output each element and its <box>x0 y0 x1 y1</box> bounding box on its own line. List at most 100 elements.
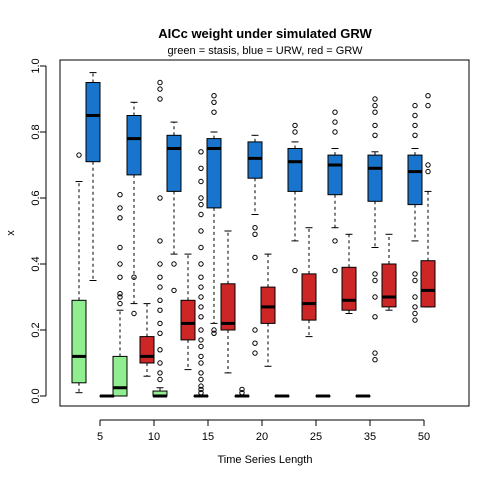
x-tick-label: 35 <box>364 431 376 443</box>
outlier-point <box>198 294 204 300</box>
outlier-point <box>198 376 204 383</box>
box-body <box>381 263 397 308</box>
outlier-point <box>171 261 177 267</box>
urw-box <box>166 121 182 294</box>
outlier-point <box>76 152 82 158</box>
x-tick-label: 25 <box>310 431 322 443</box>
outlier-point <box>117 274 123 280</box>
outlier-point <box>412 294 418 300</box>
plot-frame <box>59 59 470 407</box>
outlier-point <box>157 284 163 290</box>
urw-box <box>287 122 303 274</box>
urw-box <box>126 101 142 317</box>
outlier-point <box>157 307 163 313</box>
outlier-point <box>252 225 258 231</box>
outlier-point <box>157 86 163 92</box>
box-body <box>407 154 423 206</box>
outlier-point <box>372 271 378 277</box>
outlier-point <box>117 294 123 300</box>
outlier-point <box>239 386 245 393</box>
outlier-point <box>157 261 163 267</box>
outlier-point <box>117 244 123 251</box>
outlier-point <box>211 99 217 106</box>
box-body <box>327 154 343 196</box>
box-body <box>126 115 142 176</box>
outlier-point <box>198 353 204 360</box>
box-body <box>247 141 263 179</box>
outlier-point <box>157 96 163 102</box>
outlier-point <box>372 314 378 320</box>
outlier-point <box>425 93 431 99</box>
outlier-point <box>412 317 418 323</box>
grw-box <box>301 227 317 338</box>
outlier-point <box>412 271 418 277</box>
outlier-point <box>372 350 378 356</box>
outlier-point <box>425 168 431 175</box>
stasis-box <box>315 394 331 398</box>
outlier-point <box>372 102 378 109</box>
outlier-point <box>198 228 204 234</box>
outlier-point <box>198 360 204 366</box>
outlier-point <box>157 195 163 201</box>
outlier-point <box>252 254 258 261</box>
outlier-point <box>372 122 378 129</box>
x-tick-label: 15 <box>202 431 214 443</box>
outlier-point <box>372 132 378 139</box>
box-body <box>139 336 155 364</box>
outlier-point <box>157 274 163 280</box>
y-tick-label: 0.8 <box>30 124 42 139</box>
outlier-point <box>198 284 204 290</box>
outlier-point <box>252 327 258 333</box>
urw-box <box>367 96 383 363</box>
outlier-point <box>412 132 418 139</box>
outlier-point <box>198 149 204 155</box>
x-tick-label: 20 <box>256 431 268 443</box>
outlier-point <box>157 370 163 376</box>
outlier-point <box>198 195 204 201</box>
y-tick-label: 1.0 <box>30 58 42 73</box>
outlier-point <box>198 343 204 350</box>
x-tick-label: 10 <box>148 431 160 443</box>
box-body <box>112 355 128 397</box>
outlier-point <box>157 238 163 244</box>
outlier-point <box>198 337 204 343</box>
outlier-point <box>252 231 258 238</box>
outlier-point <box>157 347 163 353</box>
outlier-point <box>292 122 298 129</box>
y-tick-label: 0.0 <box>30 388 42 403</box>
outlier-point <box>252 350 258 356</box>
outlier-point <box>157 320 163 327</box>
outlier-point <box>425 102 431 109</box>
outlier-point <box>372 96 378 102</box>
stasis-box <box>274 394 290 398</box>
urw-box <box>85 72 101 281</box>
outlier-point <box>425 162 431 168</box>
box-body <box>180 299 196 341</box>
box-body <box>287 148 303 192</box>
outlier-point <box>131 274 137 280</box>
outlier-point <box>117 261 123 267</box>
urw-box <box>247 134 263 356</box>
outlier-point <box>372 357 378 363</box>
outlier-point <box>117 291 123 297</box>
x-tick-label: 50 <box>418 431 430 443</box>
outlier-point <box>211 93 217 99</box>
box-body <box>206 138 222 209</box>
outlier-point <box>198 178 204 185</box>
outlier-point <box>157 360 163 366</box>
y-tick-label: 0.2 <box>30 322 42 337</box>
box-body <box>260 286 276 324</box>
outlier-point <box>211 330 217 336</box>
outlier-point <box>412 112 418 119</box>
chart-subtitle: green = stasis, blue = URW, red = GRW <box>168 45 364 57</box>
box-body <box>301 273 317 321</box>
outlier-point <box>198 386 204 393</box>
box-body <box>341 266 357 311</box>
outlier-point <box>412 310 418 317</box>
stasis-box <box>71 152 87 394</box>
outlier-point <box>117 300 123 307</box>
stasis-box <box>193 149 209 398</box>
outlier-point <box>198 244 204 251</box>
box-body <box>71 299 87 384</box>
